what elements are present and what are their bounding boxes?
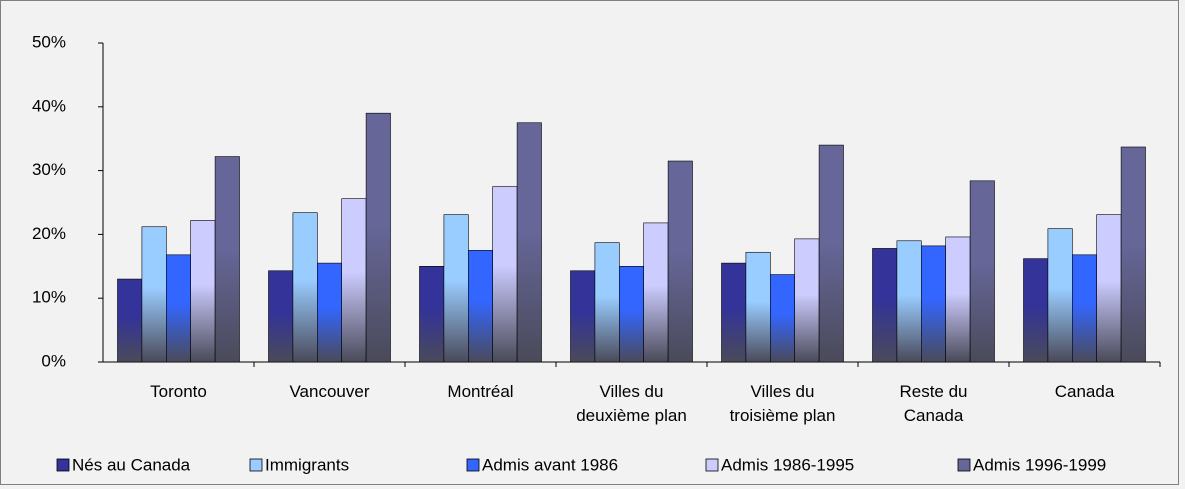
x-tick-label: Villes du deuxième plan [576, 382, 687, 425]
bar [721, 262, 747, 363]
legend-label: Admis 1996-1999 [973, 455, 1106, 474]
bar [341, 198, 367, 363]
bar [643, 222, 669, 363]
bar [618, 265, 644, 363]
x-tick-label: Vancouver [289, 382, 370, 401]
x-tick-label: Canada [1054, 382, 1115, 401]
bar [516, 122, 542, 363]
bar [141, 226, 167, 363]
bar [492, 186, 518, 363]
bar [117, 278, 143, 363]
bar [1072, 254, 1098, 363]
bar [794, 238, 820, 363]
bar [1047, 228, 1073, 363]
bar [1023, 258, 1049, 363]
bar [945, 236, 971, 363]
bar [190, 220, 216, 363]
bar [214, 156, 240, 363]
y-tick-label: 40% [32, 96, 66, 115]
legend-swatch [249, 458, 263, 472]
bar [570, 270, 596, 363]
bar [920, 245, 946, 363]
bar [594, 242, 620, 363]
legend-label: Admis avant 1986 [482, 455, 618, 474]
bar [1096, 214, 1122, 363]
y-tick-label: 50% [32, 32, 66, 51]
legend-swatch [957, 458, 971, 472]
legend-label: Immigrants [265, 455, 349, 474]
bar [872, 248, 898, 363]
bar [896, 240, 922, 363]
y-tick-label: 0% [41, 351, 66, 370]
bar [969, 180, 995, 363]
y-tick-label: 20% [32, 224, 66, 243]
x-tick-label: Villes du troisième plan [729, 382, 836, 425]
bar [316, 262, 342, 363]
y-tick-label: 10% [32, 288, 66, 307]
bar [292, 212, 318, 363]
x-tick-label: Montréal [447, 382, 514, 401]
bar [818, 144, 844, 363]
x-tick-label: Reste du Canada [899, 382, 968, 425]
bar [365, 112, 391, 363]
legend-swatch [466, 458, 480, 472]
legend-label: Admis 1986-1995 [721, 455, 854, 474]
x-tick-label: Toronto [150, 382, 207, 401]
bar [443, 214, 469, 363]
bar [769, 274, 795, 363]
legend-label: Nés au Canada [72, 455, 191, 474]
bar [166, 254, 192, 363]
bar [419, 265, 445, 363]
bar [667, 160, 693, 363]
y-tick-label: 30% [32, 160, 66, 179]
bar [745, 251, 771, 363]
bar [268, 270, 294, 363]
bar [467, 250, 493, 363]
legend-swatch [705, 458, 719, 472]
legend-swatch [56, 458, 70, 472]
bar [1120, 146, 1146, 363]
